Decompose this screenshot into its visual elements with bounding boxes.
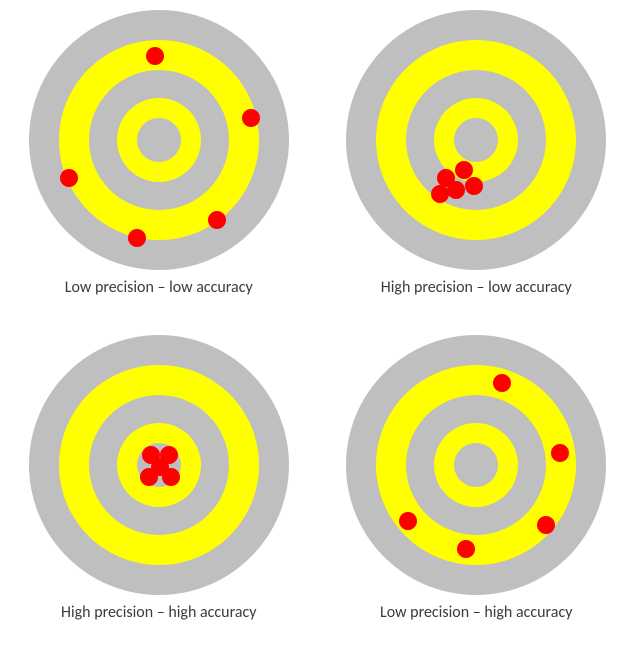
caption-1: High precision – low accuracy bbox=[381, 278, 572, 297]
dot-2 bbox=[447, 181, 465, 199]
dot-3 bbox=[457, 540, 475, 558]
dot-3 bbox=[128, 229, 146, 247]
precision-accuracy-grid: Low precision – low accuracy High precis… bbox=[0, 0, 635, 650]
ring-4 bbox=[137, 118, 181, 162]
dot-0 bbox=[146, 47, 164, 65]
ring-4 bbox=[454, 118, 498, 162]
target-3 bbox=[346, 335, 606, 595]
dot-4 bbox=[431, 185, 449, 203]
target-svg-low-precision-low-accuracy bbox=[29, 10, 289, 270]
target-0 bbox=[29, 10, 289, 270]
caption-2: High precision – high accuracy bbox=[61, 603, 257, 622]
panel-low-precision-high-accuracy: Low precision – high accuracy bbox=[318, 325, 635, 650]
dot-1 bbox=[242, 109, 260, 127]
target-svg-high-precision-high-accuracy bbox=[29, 335, 289, 595]
dot-0 bbox=[493, 374, 511, 392]
dot-4 bbox=[208, 211, 226, 229]
dot-3 bbox=[465, 177, 483, 195]
target-svg-low-precision-high-accuracy bbox=[346, 335, 606, 595]
panel-low-precision-low-accuracy: Low precision – low accuracy bbox=[0, 0, 318, 325]
dot-4 bbox=[399, 512, 417, 530]
target-1 bbox=[346, 10, 606, 270]
dot-3 bbox=[140, 468, 158, 486]
dot-2 bbox=[537, 516, 555, 534]
target-svg-high-precision-low-accuracy bbox=[346, 10, 606, 270]
dot-2 bbox=[60, 169, 78, 187]
panel-high-precision-high-accuracy: High precision – high accuracy bbox=[0, 325, 318, 650]
dot-4 bbox=[162, 468, 180, 486]
target-2 bbox=[29, 335, 289, 595]
dot-1 bbox=[551, 444, 569, 462]
caption-3: Low precision – high accuracy bbox=[380, 603, 572, 622]
caption-0: Low precision – low accuracy bbox=[65, 278, 253, 297]
ring-4 bbox=[454, 443, 498, 487]
panel-high-precision-low-accuracy: High precision – low accuracy bbox=[318, 0, 635, 325]
dot-1 bbox=[455, 161, 473, 179]
